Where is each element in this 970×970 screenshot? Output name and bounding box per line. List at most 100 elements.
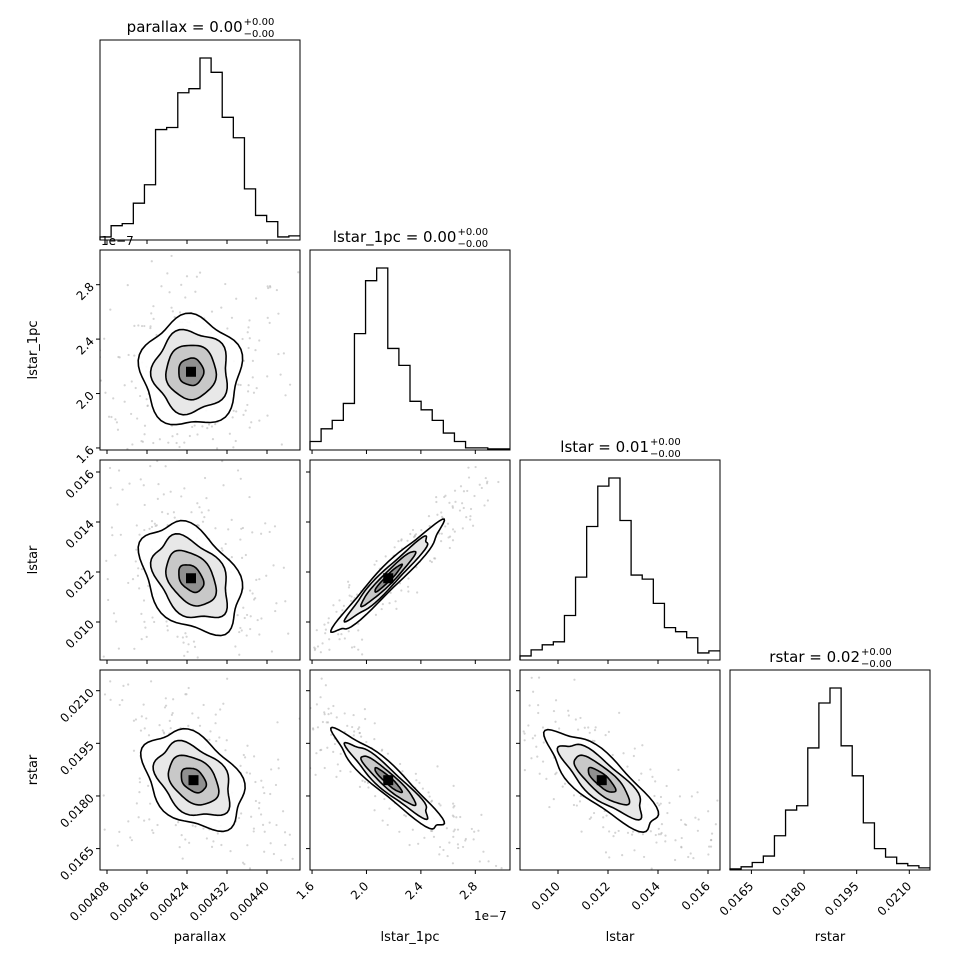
sample-point xyxy=(259,813,263,816)
sample-point xyxy=(197,716,200,719)
sample-point xyxy=(254,349,257,352)
sample-point xyxy=(280,679,282,681)
sample-point xyxy=(269,842,272,845)
sample-point xyxy=(112,612,116,615)
sample-point xyxy=(201,520,205,523)
sample-point xyxy=(108,451,110,453)
sample-point xyxy=(579,716,582,720)
sample-point xyxy=(103,337,106,340)
sample-point xyxy=(532,690,535,693)
sample-point xyxy=(592,811,596,815)
sample-point xyxy=(123,384,126,387)
sample-point xyxy=(156,497,159,500)
sample-point xyxy=(432,835,436,838)
sample-point xyxy=(343,712,346,715)
contour-line-1 xyxy=(374,563,404,593)
contour-line-3 xyxy=(149,532,228,619)
sample-point xyxy=(430,800,433,803)
sample-point xyxy=(430,829,434,833)
axes-frame xyxy=(519,459,721,661)
sample-point xyxy=(158,493,160,495)
sample-point xyxy=(155,524,158,527)
sample-point xyxy=(139,729,143,732)
sample-point xyxy=(109,680,112,683)
density-peak xyxy=(596,775,607,786)
sample-point xyxy=(118,703,121,707)
sample-point xyxy=(148,450,150,452)
sample-point xyxy=(321,642,324,645)
sample-point xyxy=(453,489,457,492)
sample-point xyxy=(465,683,467,685)
sample-point xyxy=(214,713,217,716)
sample-point xyxy=(641,833,645,836)
sample-point xyxy=(438,802,441,805)
sample-point xyxy=(245,771,248,774)
x-tick-label: 0.0165 xyxy=(717,879,757,919)
sample-point xyxy=(277,758,280,761)
sample-point xyxy=(356,593,359,596)
sample-point xyxy=(241,526,245,530)
density-peak xyxy=(188,775,199,786)
sample-point xyxy=(285,700,287,702)
sample-point xyxy=(319,651,322,654)
sample-point xyxy=(320,677,323,680)
sample-point xyxy=(259,722,261,724)
title-lower-error: −0.00 xyxy=(244,29,275,40)
sample-point xyxy=(291,857,294,860)
sample-point xyxy=(659,795,663,799)
sample-point xyxy=(694,816,697,819)
sample-point xyxy=(472,838,475,841)
axes-frame xyxy=(309,249,511,451)
sample-point xyxy=(273,706,275,708)
sample-point xyxy=(184,296,187,299)
sample-point xyxy=(183,654,186,657)
sample-point xyxy=(276,678,278,680)
sample-point xyxy=(217,451,219,453)
histogram-steps xyxy=(519,477,720,660)
sample-point xyxy=(248,495,251,499)
sample-point xyxy=(602,826,605,829)
sample-point xyxy=(100,379,103,382)
sample-point xyxy=(654,833,657,837)
sample-point xyxy=(697,914,699,916)
sample-point xyxy=(7,305,9,307)
sample-point xyxy=(489,873,491,875)
sample-point xyxy=(239,626,242,630)
sample-point xyxy=(583,726,586,729)
sample-point xyxy=(214,423,217,426)
contour-line-2 xyxy=(573,754,631,806)
sample-point xyxy=(348,583,351,587)
sample-point xyxy=(130,412,133,416)
sample-point xyxy=(145,717,148,720)
sample-point xyxy=(142,484,145,487)
sample-point xyxy=(363,780,367,783)
sample-point xyxy=(126,283,129,287)
sample-point xyxy=(324,632,327,635)
sample-point xyxy=(361,779,364,782)
title-text: parallax = 0.00 xyxy=(127,18,243,36)
sample-point xyxy=(383,797,386,801)
sample-point xyxy=(251,874,253,876)
sample-point xyxy=(696,791,699,794)
sample-point xyxy=(244,553,247,557)
sample-point xyxy=(245,634,248,637)
sample-point xyxy=(147,784,150,787)
sample-point xyxy=(406,585,410,588)
sample-point xyxy=(374,795,377,798)
sample-point xyxy=(240,629,243,632)
sample-point xyxy=(180,283,183,286)
sample-point xyxy=(666,811,669,815)
contour-line-4 xyxy=(329,726,446,830)
density-peak xyxy=(186,573,196,584)
contour-line-4 xyxy=(137,519,244,637)
sample-point xyxy=(500,867,503,870)
sample-point xyxy=(224,282,227,286)
sample-point xyxy=(541,726,545,729)
sample-point xyxy=(438,845,442,849)
sample-point xyxy=(198,271,202,274)
sample-point xyxy=(440,540,443,543)
sample-point xyxy=(315,703,318,706)
title-upper-error: +0.00 xyxy=(861,647,892,658)
sample-point xyxy=(209,730,212,733)
sample-point xyxy=(156,823,159,827)
